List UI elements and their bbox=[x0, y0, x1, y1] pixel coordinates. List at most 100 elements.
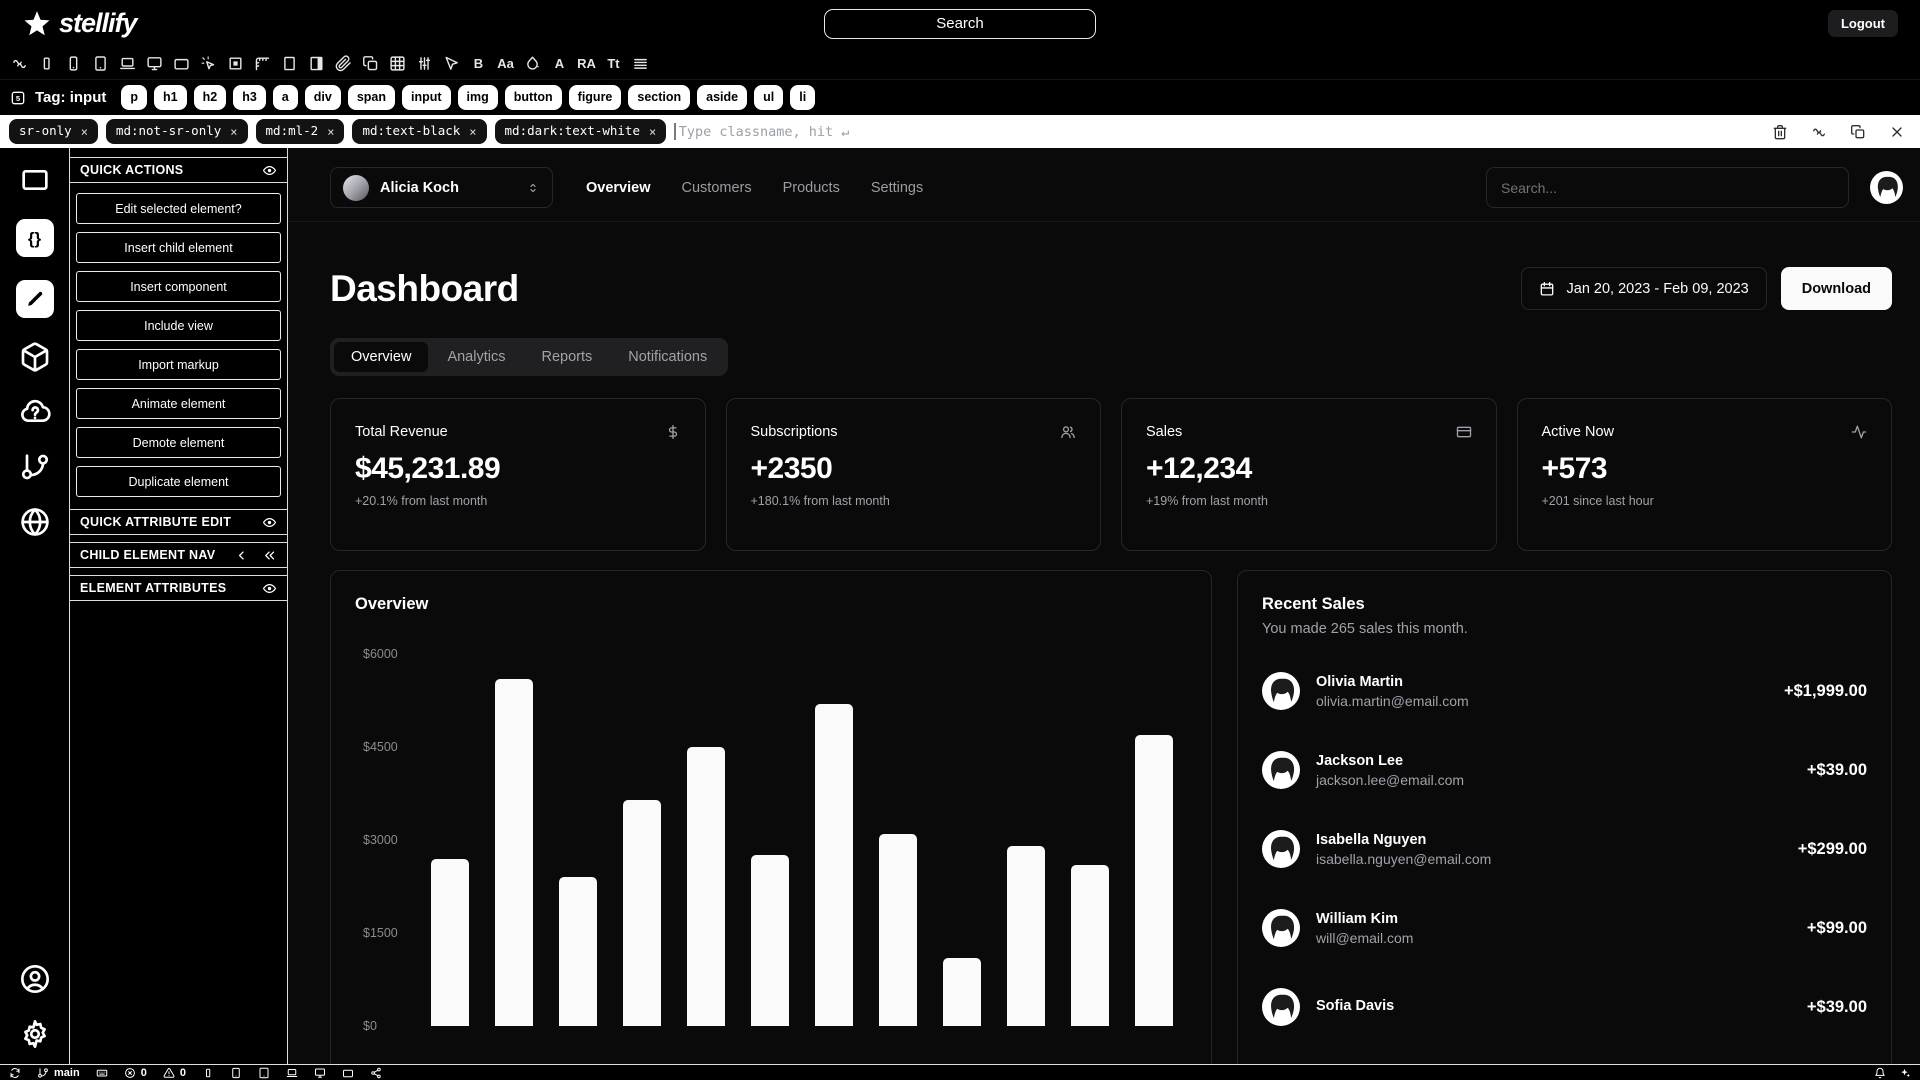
tag-chip-section[interactable]: section bbox=[628, 85, 691, 110]
chevrons-left-toggle[interactable] bbox=[262, 548, 277, 563]
logout-button[interactable]: Logout bbox=[1827, 10, 1898, 37]
remove-class-icon[interactable]: × bbox=[648, 124, 657, 139]
team-switcher[interactable]: Alicia Koch bbox=[330, 167, 553, 208]
classname-chip[interactable]: md:not-sr-only × bbox=[105, 119, 248, 144]
classname-input[interactable]: Type classname, hit ↵ bbox=[674, 123, 1764, 140]
status-laptop[interactable] bbox=[286, 1067, 298, 1079]
eye-toggle[interactable] bbox=[262, 581, 277, 596]
dashboard-search-input[interactable]: Search... bbox=[1486, 167, 1849, 208]
squiggle-action[interactable] bbox=[1811, 124, 1827, 140]
smartphone-sm-tool[interactable] bbox=[33, 47, 60, 80]
tag-chip-img[interactable]: img bbox=[457, 85, 498, 110]
status-smartphone-sm[interactable] bbox=[202, 1067, 214, 1079]
chevron-left-toggle[interactable] bbox=[234, 548, 249, 563]
tag-chip-p[interactable]: p bbox=[121, 85, 148, 110]
sliders-tool[interactable] bbox=[411, 47, 438, 80]
eye-toggle[interactable] bbox=[262, 515, 277, 530]
copy-tool[interactable] bbox=[357, 47, 384, 80]
rail-settings-gear-button[interactable] bbox=[19, 1018, 51, 1050]
eye-toggle[interactable] bbox=[262, 163, 277, 178]
nav-link-customers[interactable]: Customers bbox=[681, 179, 752, 196]
action-import-markup[interactable]: Import markup bbox=[76, 349, 281, 380]
tv-tool[interactable] bbox=[168, 47, 195, 80]
rail-cloud-question-button[interactable] bbox=[19, 396, 51, 428]
global-search-button[interactable]: Search bbox=[824, 8, 1096, 39]
status-share[interactable] bbox=[370, 1067, 382, 1079]
action-include-view[interactable]: Include view bbox=[76, 310, 281, 341]
status-monitor[interactable] bbox=[314, 1067, 326, 1079]
status-refresh[interactable] bbox=[9, 1067, 21, 1079]
rail-git-branch-button[interactable] bbox=[19, 451, 51, 483]
remove-class-icon[interactable]: × bbox=[230, 124, 238, 139]
rail-globe-button[interactable] bbox=[19, 506, 51, 538]
laptop-tool[interactable] bbox=[114, 47, 141, 80]
tag-chip-li[interactable]: li bbox=[790, 85, 816, 110]
cursor-tool[interactable] bbox=[438, 47, 465, 80]
date-range-picker[interactable]: Jan 20, 2023 - Feb 09, 2023 bbox=[1520, 267, 1767, 310]
action-demote-element[interactable]: Demote element bbox=[76, 427, 281, 458]
tag-chip-h1[interactable]: h1 bbox=[154, 85, 187, 110]
tab-reports[interactable]: Reports bbox=[524, 342, 609, 372]
tag-chip-figure[interactable]: figure bbox=[568, 85, 622, 110]
action-insert-child-element[interactable]: Insert child element bbox=[76, 232, 281, 263]
rectangle-tool[interactable] bbox=[276, 47, 303, 80]
status-error-circle[interactable]: 0 bbox=[124, 1067, 147, 1079]
status-warning-triangle[interactable]: 0 bbox=[163, 1067, 186, 1079]
panel-right-tool[interactable] bbox=[303, 47, 330, 80]
rail-user-circle-button[interactable] bbox=[19, 963, 51, 995]
tag-chip-button[interactable]: button bbox=[504, 85, 562, 110]
status-keyboard[interactable] bbox=[96, 1067, 108, 1079]
tag-chip-ul[interactable]: ul bbox=[754, 85, 784, 110]
table-tool[interactable] bbox=[384, 47, 411, 80]
font-case-tool[interactable]: Aa bbox=[492, 47, 519, 80]
rail-braces-button[interactable]: {} bbox=[15, 219, 54, 257]
action-insert-component[interactable]: Insert component bbox=[76, 271, 281, 302]
rail-pencil-button[interactable] bbox=[15, 280, 54, 318]
paperclip-tool[interactable] bbox=[330, 47, 357, 80]
fill-color-tool[interactable] bbox=[519, 47, 546, 80]
tag-chip-span[interactable]: span bbox=[347, 85, 395, 110]
status-tablet-lg[interactable] bbox=[258, 1067, 270, 1079]
close-action[interactable] bbox=[1889, 124, 1905, 140]
rail-window-button[interactable] bbox=[19, 164, 51, 196]
classname-chip[interactable]: md:ml-2 × bbox=[255, 119, 345, 144]
monitor-tool[interactable] bbox=[141, 47, 168, 80]
status-sparkles[interactable] bbox=[1899, 1067, 1911, 1079]
classname-chip[interactable]: md:text-black × bbox=[352, 119, 487, 144]
tablet-tool[interactable] bbox=[87, 47, 114, 80]
status-bell[interactable] bbox=[1874, 1067, 1886, 1079]
tab-notifications[interactable]: Notifications bbox=[611, 342, 724, 372]
download-button[interactable]: Download bbox=[1780, 267, 1892, 310]
cursor-click-tool[interactable] bbox=[195, 47, 222, 80]
font-a-tool[interactable]: A bbox=[546, 47, 573, 80]
user-avatar[interactable] bbox=[1870, 171, 1903, 204]
tab-analytics[interactable]: Analytics bbox=[430, 342, 522, 372]
bold-tool[interactable]: B bbox=[465, 47, 492, 80]
nav-link-overview[interactable]: Overview bbox=[586, 179, 651, 196]
align-justify-tool[interactable] bbox=[627, 47, 654, 80]
tag-chip-h2[interactable]: h2 bbox=[193, 85, 227, 110]
smartphone-tool[interactable] bbox=[60, 47, 87, 80]
tag-chip-aside[interactable]: aside bbox=[697, 85, 748, 110]
status-tv[interactable] bbox=[342, 1067, 354, 1079]
rail-cube-button[interactable] bbox=[19, 341, 51, 373]
tag-chip-a[interactable]: a bbox=[272, 85, 298, 110]
font-size-tool[interactable]: Tt bbox=[600, 47, 627, 80]
tag-chip-input[interactable]: input bbox=[402, 85, 451, 110]
status-git-branch[interactable]: main bbox=[37, 1067, 80, 1079]
remove-class-icon[interactable]: × bbox=[80, 124, 88, 139]
action-duplicate-element[interactable]: Duplicate element bbox=[76, 466, 281, 497]
status-tablet[interactable] bbox=[230, 1067, 242, 1079]
nav-link-products[interactable]: Products bbox=[782, 179, 840, 196]
tab-overview[interactable]: Overview bbox=[334, 342, 429, 372]
tag-chip-div[interactable]: div bbox=[304, 85, 341, 110]
classname-chip[interactable]: md:dark:text-white × bbox=[494, 119, 667, 144]
ruler-tool[interactable] bbox=[249, 47, 276, 80]
frame-tool[interactable] bbox=[222, 47, 249, 80]
action-animate-element[interactable]: Animate element bbox=[76, 388, 281, 419]
copy-action[interactable] bbox=[1850, 124, 1866, 140]
tag-chip-h3[interactable]: h3 bbox=[233, 85, 266, 110]
classname-chip[interactable]: sr-only × bbox=[9, 119, 98, 144]
action-edit-selected-element[interactable]: Edit selected element? bbox=[76, 193, 281, 224]
remove-class-icon[interactable]: × bbox=[469, 124, 477, 139]
